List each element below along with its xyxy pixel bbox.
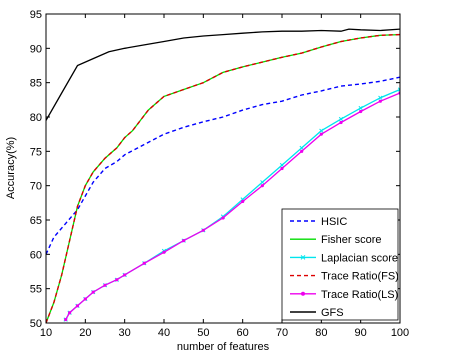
data-point-trace-ratio-ls <box>91 290 95 294</box>
series-line-hsic <box>46 76 400 255</box>
data-point-laplacian-score <box>319 128 324 133</box>
y-tick-label: 90 <box>30 43 42 55</box>
legend-label-laplacian-score: Laplacian score <box>321 252 398 264</box>
x-axis-label: number of features <box>177 341 270 353</box>
y-tick-label: 80 <box>30 112 42 124</box>
data-point-trace-ratio-ls <box>83 297 87 301</box>
x-tick-label: 80 <box>315 327 327 339</box>
data-point-trace-ratio-ls <box>68 311 72 315</box>
y-tick-label: 75 <box>30 146 42 158</box>
y-tick-label: 60 <box>30 249 42 261</box>
data-point-trace-ratio-ls <box>162 250 166 254</box>
series-lines <box>46 28 400 323</box>
series-line-trace-ratio-ls <box>65 92 400 320</box>
data-point-laplacian-score <box>338 116 344 122</box>
x-tick-label: 20 <box>79 327 91 339</box>
data-point-trace-ratio-ls <box>75 304 80 308</box>
data-point-trace-ratio-ls <box>115 278 119 282</box>
data-point-laplacian-score <box>378 95 383 100</box>
data-point-laplacian-score <box>260 180 265 185</box>
x-axis-ticks: 10 20 30 40 50 60 70 80 90 100 <box>40 14 409 339</box>
x-tick-label: 70 <box>276 327 288 339</box>
data-point-trace-ratio-ls <box>201 228 205 232</box>
legend: HSIC Fisher score Laplacian score Trace Rat… <box>281 208 399 321</box>
legend-label-fisher-score: Fisher score <box>321 234 382 246</box>
y-tick-label: 55 <box>30 284 42 296</box>
data-point-trace-ratio-ls <box>241 199 245 204</box>
data-point-trace-ratio-ls <box>123 273 127 277</box>
y-tick-label: 65 <box>30 215 42 227</box>
x-tick-label: 90 <box>355 327 367 339</box>
data-point-laplacian-score <box>299 145 304 151</box>
series-line-gfs <box>46 28 400 121</box>
y-axis-ticks: 50 55 60 65 70 75 80 85 90 95 <box>30 9 400 330</box>
series-line-trace-ratio-fs <box>46 33 400 323</box>
legend-label-trace-ratio-ls: Trace Ratio(LS) <box>321 289 398 301</box>
y-tick-label: 95 <box>30 9 42 21</box>
data-point-trace-ratio-ls <box>221 216 225 220</box>
data-point-trace-ratio-ls <box>319 132 323 136</box>
series-layer <box>46 28 400 323</box>
x-tick-label: 40 <box>158 327 170 339</box>
data-point-trace-ratio-ls <box>280 166 284 171</box>
data-point-laplacian-score <box>358 105 363 111</box>
y-tick-label: 50 <box>30 318 42 330</box>
legend-label-gfs: GFS <box>321 307 344 319</box>
x-tick-label: 10 <box>40 327 52 339</box>
data-point-trace-ratio-ls <box>300 149 304 153</box>
data-point-trace-ratio-ls <box>103 283 107 287</box>
data-point-trace-ratio-ls <box>359 109 363 114</box>
plot-frame <box>45 13 401 324</box>
data-point-trace-ratio-ls <box>64 317 68 322</box>
legend-label-trace-ratio-fs: Trace Ratio(FS) <box>321 271 399 283</box>
data-point-trace-ratio-ls <box>339 120 343 125</box>
data-point-trace-ratio-ls <box>378 99 382 103</box>
x-tick-label: 50 <box>197 327 209 339</box>
legend-label-hsic: HSIC <box>321 216 347 228</box>
y-tick-label: 70 <box>30 181 42 193</box>
legend-marker-trace-ratio-ls <box>301 291 305 296</box>
x-tick-label: 100 <box>391 327 409 339</box>
data-point-laplacian-score <box>397 87 400 92</box>
legend-box <box>281 208 399 321</box>
data-point-trace-ratio-ls <box>260 184 264 188</box>
data-point-trace-ratio-ls <box>182 239 186 243</box>
y-tick-label: 85 <box>30 78 42 90</box>
legend-marker-laplacian-score <box>300 255 306 260</box>
x-tick-label: 30 <box>119 327 131 339</box>
y-axis-label: Accuracy(%) <box>5 137 17 199</box>
x-tick-label: 60 <box>237 327 249 339</box>
data-point-laplacian-score <box>279 162 285 168</box>
data-point-trace-ratio-ls <box>142 261 146 265</box>
